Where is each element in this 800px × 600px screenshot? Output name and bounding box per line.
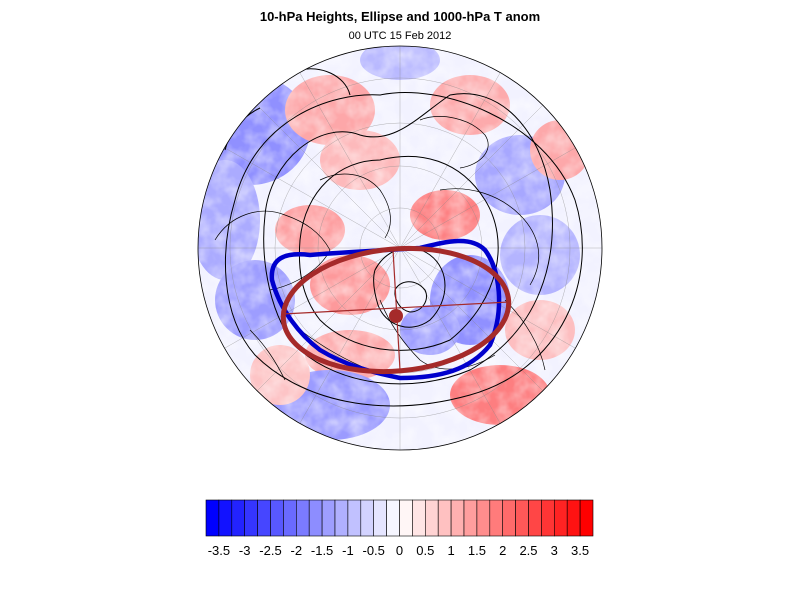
colorbar-bin bbox=[424, 499, 439, 537]
colorbar-bin bbox=[463, 499, 478, 537]
colorbar-bin bbox=[308, 499, 323, 537]
colorbar-bin bbox=[566, 499, 581, 537]
colorbar-bin bbox=[373, 499, 387, 537]
chart-title: 10-hPa Heights, Ellipse and 1000-hPa T a… bbox=[259, 9, 541, 24]
colorbar-bin bbox=[541, 499, 555, 537]
colorbar-tick-label: -2.5 bbox=[259, 543, 281, 558]
colorbar-bin bbox=[218, 499, 233, 537]
colorbar-bin bbox=[476, 499, 491, 537]
colorbar-bin bbox=[553, 499, 568, 537]
colorbar-tick-label: -1.5 bbox=[311, 543, 333, 558]
colorbar-tick-label: 1 bbox=[447, 543, 454, 558]
globe-outline bbox=[197, 45, 603, 451]
colorbar-bin bbox=[399, 499, 413, 537]
colorbar-tick-label: 2 bbox=[499, 543, 506, 558]
colorbar-bin bbox=[528, 499, 542, 537]
colorbar-bin bbox=[270, 499, 284, 537]
colorbar-tick-label: 0.5 bbox=[416, 543, 434, 558]
colorbar-tick-label: -3.5 bbox=[208, 543, 230, 558]
colorbar-bin bbox=[231, 499, 246, 537]
colorbar-bin bbox=[489, 499, 503, 537]
colorbar-tick-label: 3.5 bbox=[571, 543, 589, 558]
colorbar-bin bbox=[515, 499, 529, 537]
colorbar-bin bbox=[257, 499, 271, 537]
colorbar-bin bbox=[579, 499, 594, 537]
colorbar-tick-label: -0.5 bbox=[362, 543, 384, 558]
colorbar-tick-label: -2 bbox=[291, 543, 303, 558]
colorbar-bin bbox=[244, 499, 258, 537]
colorbar-bin bbox=[437, 499, 452, 537]
colorbar-tick-label: 1.5 bbox=[468, 543, 486, 558]
colorbar-tick-label: 2.5 bbox=[519, 543, 537, 558]
colorbar-bin bbox=[334, 499, 349, 537]
colorbar-bin bbox=[412, 499, 426, 537]
vortex-edge-contour bbox=[269, 238, 502, 381]
chart-subtitle: 00 UTC 15 Feb 2012 bbox=[348, 30, 452, 42]
colorbar-tick-label: -1 bbox=[342, 543, 354, 558]
colorbar-bin bbox=[347, 499, 362, 537]
colorbar-tick-label: 0 bbox=[396, 543, 403, 558]
colorbar-bin bbox=[283, 499, 297, 537]
colorbar-bin bbox=[360, 499, 374, 537]
colorbar-bin bbox=[295, 499, 310, 537]
colorbar-bin bbox=[450, 499, 465, 537]
colorbar-bin bbox=[321, 499, 336, 537]
colorbar-tick-label: 3 bbox=[551, 543, 558, 558]
ellipse-center-marker bbox=[389, 309, 403, 323]
colorbar-bin bbox=[386, 499, 400, 537]
colorbar-bin bbox=[502, 499, 516, 537]
colorbar-bin bbox=[205, 499, 220, 537]
colorbar-tick-label: -3 bbox=[239, 543, 251, 558]
